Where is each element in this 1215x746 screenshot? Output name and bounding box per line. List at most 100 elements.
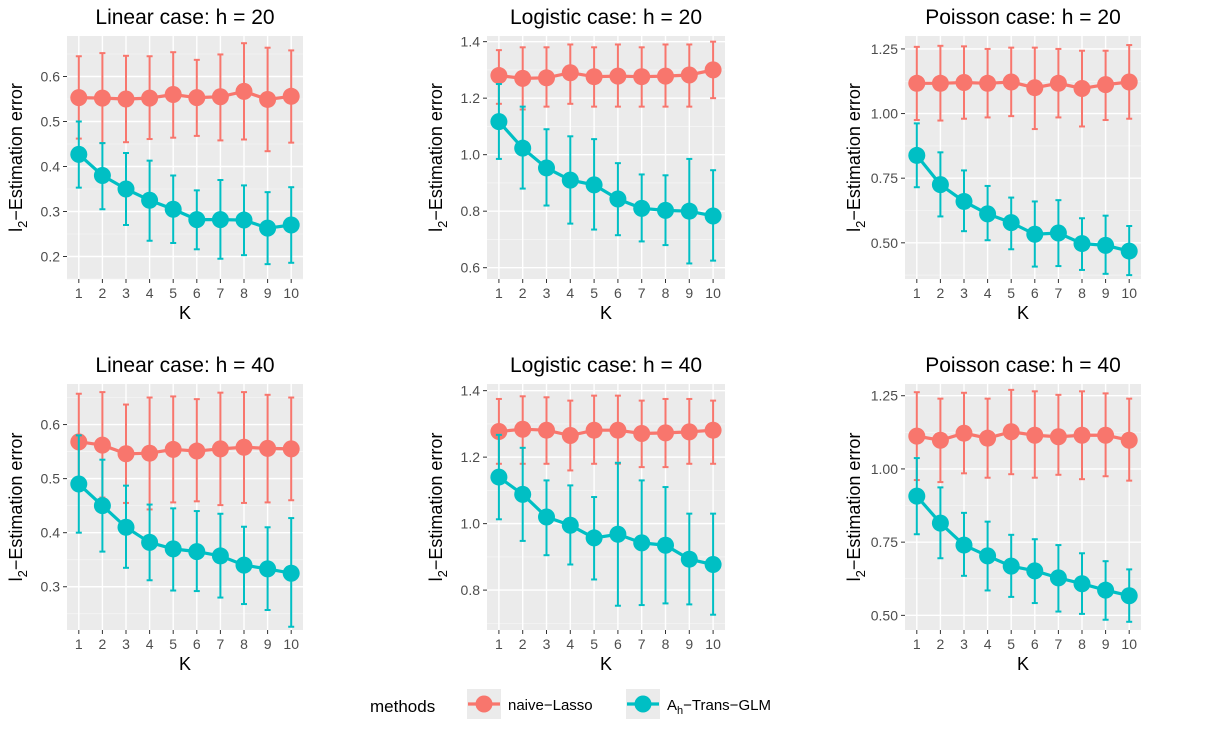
x-axis-title: K (600, 303, 612, 323)
x-tick-label: 5 (1007, 285, 1015, 301)
data-point (1120, 587, 1138, 605)
x-tick-label: 10 (705, 285, 721, 301)
y-tick-label: 1.00 (871, 106, 898, 122)
x-tick-label: 2 (99, 636, 107, 652)
x-tick-label: 6 (193, 285, 201, 301)
y-tick-label: 0.75 (871, 170, 898, 186)
data-point (609, 190, 627, 208)
series-line (497, 475, 714, 567)
series-line (78, 89, 292, 102)
series-line (498, 427, 714, 438)
data-point (514, 420, 532, 438)
y-axis-title-main: l (844, 228, 864, 232)
legend-key-point (475, 695, 493, 713)
data-point (117, 518, 135, 536)
x-tick-label: 4 (146, 285, 154, 301)
data-point (1097, 581, 1115, 599)
data-point (1026, 225, 1044, 243)
y-axis-title-sub: 2 (853, 570, 868, 577)
data-point (633, 534, 651, 552)
y-axis-title-sub: 2 (853, 221, 868, 228)
y-axis-title: l2−Estimation error (844, 83, 868, 232)
x-axis-title: K (179, 654, 191, 674)
x-tick-label: 7 (1055, 636, 1063, 652)
x-tick-label: 4 (146, 636, 154, 652)
series-line (915, 495, 1130, 598)
x-tick-label: 10 (705, 636, 721, 652)
data-point (908, 427, 926, 445)
y-axis-title-sub: 2 (435, 221, 450, 228)
data-point (259, 90, 277, 108)
data-point (561, 427, 579, 445)
x-tick-label: 1 (495, 285, 503, 301)
y-tick-label: 0.5 (41, 114, 61, 130)
data-point (117, 445, 135, 463)
data-point (211, 440, 229, 458)
data-point (1120, 73, 1138, 91)
data-point (704, 556, 722, 574)
x-tick-label: 1 (75, 636, 83, 652)
data-point (1049, 74, 1067, 92)
data-point (282, 87, 300, 105)
legend-label-trans-main: A (667, 697, 677, 714)
data-point (955, 74, 973, 92)
data-point (514, 139, 532, 157)
y-axis-title: l2−Estimation error (844, 433, 868, 582)
x-tick-label: 1 (75, 285, 83, 301)
data-point (1049, 224, 1067, 242)
data-point (211, 88, 229, 106)
data-point (680, 66, 698, 84)
data-point (704, 207, 722, 225)
panel-6: Poisson case: h = 400.500.751.001.251 2 3 4… (844, 354, 1141, 674)
y-tick-label: 0.8 (461, 582, 481, 598)
data-point (1002, 423, 1020, 441)
x-tick-label: 3 (122, 285, 130, 301)
panel-4: Linear case: h = 400.30.40.50.61 2 3 4 5 6 7 8 9… (6, 354, 303, 674)
data-point (211, 211, 229, 229)
data-point (141, 444, 159, 462)
data-point (931, 431, 949, 449)
y-tick-label: 0.6 (41, 417, 61, 433)
x-tick-label: 9 (264, 636, 272, 652)
data-point (931, 74, 949, 92)
x-tick-label: 9 (685, 636, 693, 652)
y-axis-title: l2−Estimation error (426, 83, 450, 232)
data-point (1073, 235, 1091, 253)
legend-title: methods (370, 697, 435, 716)
data-point (1026, 79, 1044, 97)
y-axis-title-main: l (426, 228, 446, 232)
data-point (235, 438, 253, 456)
data-point (955, 192, 973, 210)
data-point (704, 61, 722, 79)
y-tick-label: 1.4 (461, 383, 481, 399)
panel-3: Poisson case: h = 200.500.751.001.251 2 3 4… (844, 6, 1141, 323)
x-tick-label: 6 (614, 636, 622, 652)
y-tick-label: 0.6 (461, 260, 481, 276)
legend-label-trans: Ah−Trans−GLM (667, 697, 771, 717)
x-tick-label: 6 (193, 636, 201, 652)
data-point (1097, 426, 1115, 444)
panel-title: Linear case: h = 40 (95, 354, 274, 377)
data-point (609, 421, 627, 439)
data-point (259, 219, 277, 237)
x-tick-label: 7 (638, 285, 646, 301)
data-point (1026, 426, 1044, 444)
data-point (490, 423, 508, 441)
data-point (1120, 242, 1138, 260)
x-tick-label: 7 (638, 636, 646, 652)
data-point (164, 86, 182, 103)
x-tick-label: 6 (614, 285, 622, 301)
x-tick-label: 7 (217, 285, 225, 301)
panel-title: Poisson case: h = 40 (925, 354, 1121, 377)
panel-title: Poisson case: h = 20 (925, 6, 1121, 29)
legend: methods naive−Lasso Ah−Trans−GLM (370, 689, 771, 719)
x-tick-label: 10 (283, 285, 299, 301)
data-point (141, 533, 159, 551)
x-tick-label: 1 (495, 636, 503, 652)
data-point (1049, 428, 1067, 446)
y-tick-label: 1.00 (871, 461, 898, 477)
data-point (979, 205, 997, 223)
series-line (915, 154, 1130, 253)
data-point (1073, 575, 1091, 593)
data-point (70, 145, 88, 163)
